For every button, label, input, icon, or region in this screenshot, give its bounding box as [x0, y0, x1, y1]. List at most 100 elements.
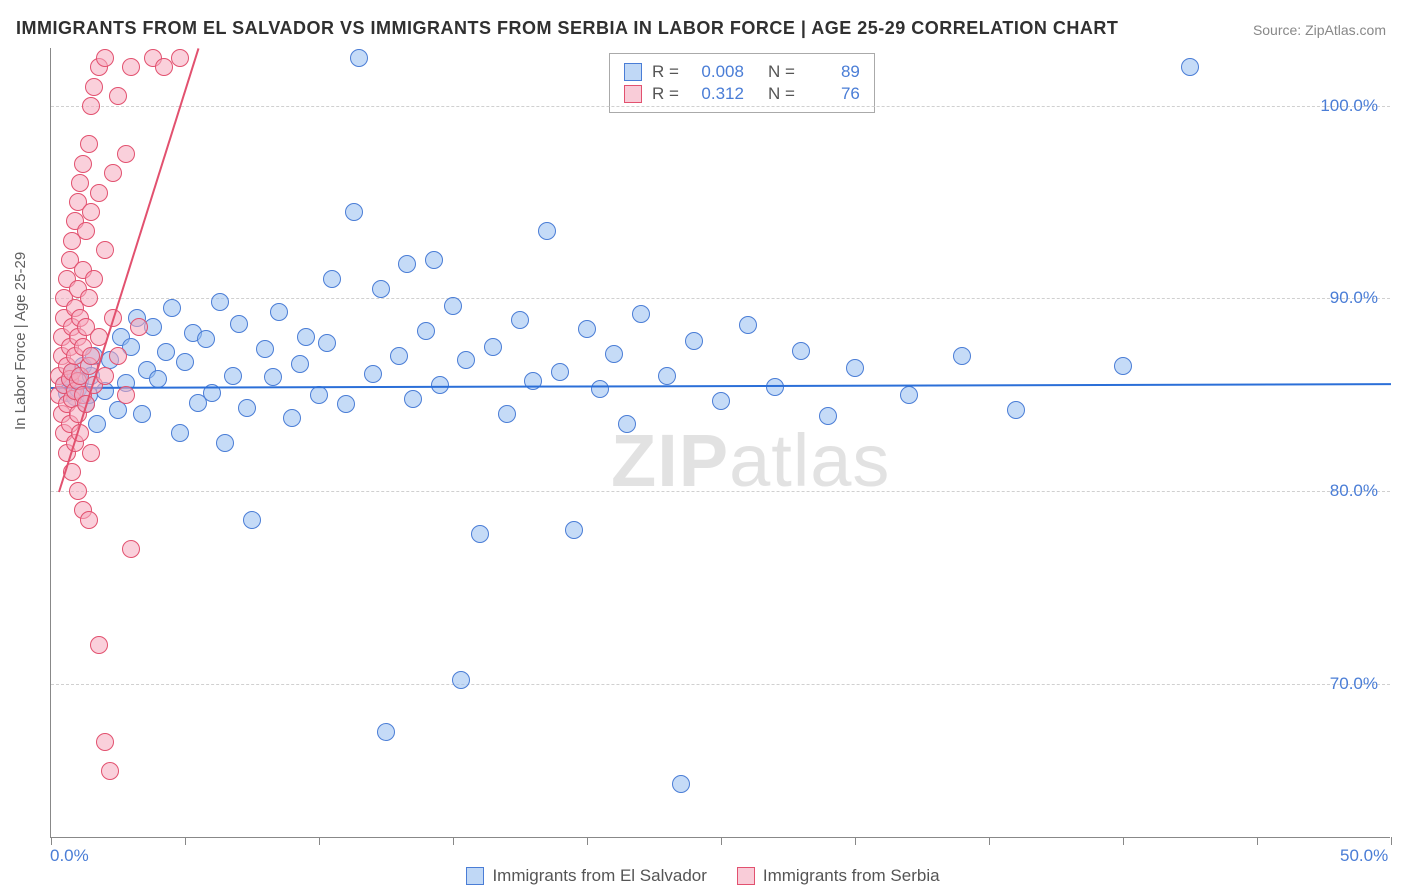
- source-prefix: Source:: [1253, 22, 1305, 38]
- scatter-point: [658, 367, 676, 385]
- scatter-point: [345, 203, 363, 221]
- scatter-point: [109, 347, 127, 365]
- x-tick: [319, 837, 320, 845]
- scatter-point: [85, 78, 103, 96]
- scatter-point: [565, 521, 583, 539]
- scatter-point: [310, 386, 328, 404]
- legend-stats-row-2: R = 0.312 N = 76: [624, 84, 860, 104]
- scatter-point: [819, 407, 837, 425]
- y-tick-label: 80.0%: [1330, 481, 1378, 501]
- scatter-point: [155, 58, 173, 76]
- scatter-point: [90, 184, 108, 202]
- scatter-point: [712, 392, 730, 410]
- x-tick: [185, 837, 186, 845]
- scatter-point: [122, 540, 140, 558]
- scatter-point: [1181, 58, 1199, 76]
- legend-series-bottom: Immigrants from El Salvador Immigrants f…: [0, 866, 1406, 886]
- scatter-point: [471, 525, 489, 543]
- scatter-point: [484, 338, 502, 356]
- scatter-point: [1114, 357, 1132, 375]
- y-tick-label: 90.0%: [1330, 288, 1378, 308]
- scatter-point: [372, 280, 390, 298]
- scatter-point: [632, 305, 650, 323]
- scatter-point: [377, 723, 395, 741]
- watermark-rest: atlas: [729, 419, 890, 502]
- gridline-h: [51, 106, 1390, 107]
- scatter-point: [82, 97, 100, 115]
- scatter-point: [90, 636, 108, 654]
- scatter-point: [953, 347, 971, 365]
- x-tick: [1391, 837, 1392, 845]
- scatter-point: [444, 297, 462, 315]
- scatter-point: [211, 293, 229, 311]
- scatter-point: [88, 415, 106, 433]
- scatter-point: [591, 380, 609, 398]
- scatter-point: [672, 775, 690, 793]
- legend-label-1: Immigrants from El Salvador: [492, 866, 706, 886]
- x-tick-label-left: 0.0%: [50, 846, 89, 866]
- x-tick: [1257, 837, 1258, 845]
- scatter-point: [538, 222, 556, 240]
- scatter-point: [297, 328, 315, 346]
- x-tick: [1123, 837, 1124, 845]
- trendline: [51, 383, 1391, 389]
- scatter-point: [77, 222, 95, 240]
- scatter-point: [605, 345, 623, 363]
- source-attribution: Source: ZipAtlas.com: [1253, 22, 1386, 38]
- x-tick: [587, 837, 588, 845]
- scatter-point: [101, 762, 119, 780]
- scatter-point: [350, 49, 368, 67]
- n-label-1: N =: [768, 62, 795, 82]
- scatter-point: [80, 511, 98, 529]
- legend-item-2: Immigrants from Serbia: [737, 866, 940, 886]
- gridline-h: [51, 684, 1390, 685]
- scatter-point: [82, 444, 100, 462]
- scatter-point: [792, 342, 810, 360]
- scatter-point: [264, 368, 282, 386]
- scatter-point: [69, 482, 87, 500]
- scatter-point: [256, 340, 274, 358]
- x-tick: [51, 837, 52, 845]
- n-label-2: N =: [768, 84, 795, 104]
- scatter-point: [452, 671, 470, 689]
- r-value-1: 0.008: [689, 62, 744, 82]
- scatter-point: [243, 511, 261, 529]
- scatter-point: [117, 145, 135, 163]
- scatter-point: [80, 135, 98, 153]
- scatter-point: [80, 289, 98, 307]
- scatter-point: [270, 303, 288, 321]
- scatter-point: [425, 251, 443, 269]
- x-tick: [855, 837, 856, 845]
- scatter-point: [171, 424, 189, 442]
- scatter-point: [511, 311, 529, 329]
- n-value-2: 76: [805, 84, 860, 104]
- x-tick: [453, 837, 454, 845]
- scatter-point: [323, 270, 341, 288]
- scatter-point: [122, 58, 140, 76]
- scatter-point: [74, 155, 92, 173]
- x-tick: [721, 837, 722, 845]
- legend-stats-row-1: R = 0.008 N = 89: [624, 62, 860, 82]
- scatter-point: [130, 318, 148, 336]
- scatter-point: [390, 347, 408, 365]
- scatter-point: [337, 395, 355, 413]
- scatter-point: [82, 203, 100, 221]
- scatter-point: [364, 365, 382, 383]
- scatter-point: [457, 351, 475, 369]
- r-label-2: R =: [652, 84, 679, 104]
- scatter-plot-area: R = 0.008 N = 89 R = 0.312 N = 76 ZIPatl…: [50, 48, 1390, 838]
- source-link[interactable]: ZipAtlas.com: [1305, 22, 1386, 38]
- scatter-point: [900, 386, 918, 404]
- r-label-1: R =: [652, 62, 679, 82]
- chart-title: IMMIGRANTS FROM EL SALVADOR VS IMMIGRANT…: [16, 18, 1118, 39]
- scatter-point: [739, 316, 757, 334]
- scatter-point: [283, 409, 301, 427]
- legend-label-2: Immigrants from Serbia: [763, 866, 940, 886]
- legend-swatch-blue-icon: [466, 867, 484, 885]
- scatter-point: [71, 174, 89, 192]
- scatter-point: [96, 733, 114, 751]
- scatter-point: [171, 49, 189, 67]
- legend-swatch-pink-icon: [624, 85, 642, 103]
- legend-item-1: Immigrants from El Salvador: [466, 866, 706, 886]
- y-tick-label: 100.0%: [1320, 96, 1378, 116]
